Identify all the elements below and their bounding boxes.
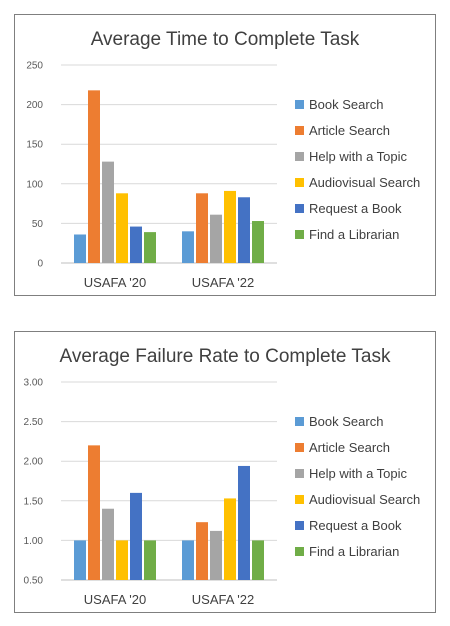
time-chart-bar	[196, 193, 208, 263]
time-chart-legend-swatch	[295, 230, 304, 239]
time-chart-category-label: USAFA '22	[192, 275, 254, 290]
time-chart-y-tick-label: 100	[26, 179, 43, 190]
time-chart-bar	[210, 214, 222, 263]
failure-chart-bar	[196, 522, 208, 580]
failure-chart-y-tick-label: 2.50	[24, 417, 44, 428]
time-chart-legend-swatch	[295, 126, 304, 135]
time-chart-bar	[224, 190, 236, 263]
failure-chart-bar	[224, 498, 236, 580]
time-chart-svg: Average Time to Complete Task 0 50 100 150 20…	[26, 29, 420, 290]
time-chart-bar	[88, 90, 100, 264]
time-chart-bar	[144, 232, 156, 263]
failure-chart-y-tick-label: 2.00	[24, 457, 44, 468]
failure-chart-bar	[116, 540, 128, 580]
failure-chart-bar	[210, 530, 222, 580]
failure-chart-legend-label: Book Search	[309, 414, 383, 429]
time-chart-y-tick-label: 50	[32, 219, 44, 230]
time-chart-bar	[102, 161, 114, 263]
failure-chart-bar	[252, 540, 264, 580]
time-chart-legend-label: Request a Book	[309, 201, 402, 216]
time-chart-bar	[238, 197, 250, 263]
time-chart-legend-label: Book Search	[309, 97, 383, 112]
time-chart-legend-label: Article Search	[309, 123, 390, 138]
time-chart-y-tick-label: 250	[26, 61, 43, 72]
failure-chart-legend-swatch	[295, 521, 304, 530]
failure-chart-category-label: USAFA '22	[192, 592, 254, 607]
time-chart-legend-swatch	[295, 178, 304, 187]
time-chart-bar	[182, 231, 194, 263]
failure-chart-bar	[74, 540, 86, 580]
failure-rate-chart-svg: Average Failure Rate to Complete Task 0.5…	[24, 346, 421, 607]
failure-chart-legend-swatch	[295, 469, 304, 478]
time-chart-category-label: USAFA '20	[84, 275, 146, 290]
failure-chart-bar	[102, 508, 114, 580]
failure-rate-chart: Average Failure Rate to Complete Task 0.5…	[14, 331, 436, 613]
failure-chart-y-tick-label: 3.00	[24, 378, 44, 389]
failure-chart-y-tick-label: 1.50	[24, 496, 44, 507]
failure-chart-legend-swatch	[295, 547, 304, 556]
time-chart-legend-swatch	[295, 204, 304, 213]
time-chart-y-tick-label: 150	[26, 140, 43, 151]
failure-chart-legend-swatch	[295, 495, 304, 504]
failure-chart-y-tick-label: 0.50	[24, 576, 44, 587]
time-chart-y-tick-label: 200	[26, 100, 43, 111]
failure-chart-legend-swatch	[295, 443, 304, 452]
time-chart: Average Time to Complete Task 0 50 100 150 20…	[14, 14, 436, 296]
time-chart-y-tick-label: 0	[37, 259, 43, 270]
time-chart-legend-label: Find a Librarian	[309, 227, 399, 242]
failure-chart-bar	[88, 445, 100, 580]
time-chart-title: Average Time to Complete Task	[91, 29, 360, 50]
failure-chart-legend-label: Audiovisual Search	[309, 492, 420, 507]
failure-chart-legend-label: Help with a Topic	[309, 466, 408, 481]
failure-chart-bar	[238, 465, 250, 580]
failure-chart-bar	[144, 540, 156, 580]
failure-chart-y-tick-label: 1.00	[24, 536, 44, 547]
failure-chart-category-label: USAFA '20	[84, 592, 146, 607]
time-chart-bar	[116, 193, 128, 263]
failure-chart-title: Average Failure Rate to Complete Task	[60, 346, 391, 367]
failure-chart-legend-label: Find a Librarian	[309, 544, 399, 559]
time-chart-legend-swatch	[295, 152, 304, 161]
failure-chart-legend-label: Request a Book	[309, 518, 402, 533]
failure-chart-bar	[182, 540, 194, 580]
time-chart-legend-label: Help with a Topic	[309, 149, 408, 164]
time-chart-legend-label: Audiovisual Search	[309, 175, 420, 190]
time-chart-bar	[252, 221, 264, 263]
time-chart-bar	[74, 234, 86, 263]
failure-chart-legend-swatch	[295, 417, 304, 426]
time-chart-legend-swatch	[295, 100, 304, 109]
failure-chart-legend-label: Article Search	[309, 440, 390, 455]
time-chart-bar	[130, 226, 142, 263]
failure-chart-bar	[130, 492, 142, 580]
